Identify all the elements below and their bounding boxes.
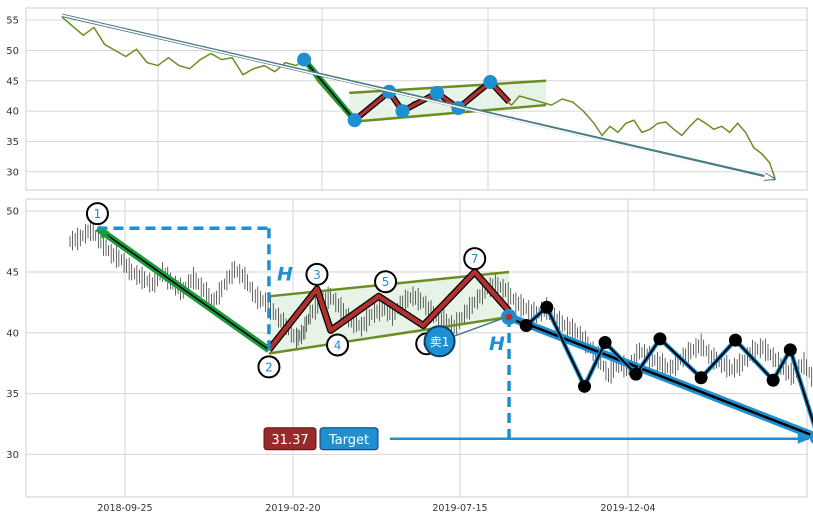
detail-x-axis: 2018-09-25 2019-02-20 2019-07-15 2019-12-04 <box>97 503 655 514</box>
overview-y-tick-label: 35 <box>6 137 19 148</box>
detail-projected-point <box>629 367 643 381</box>
overview-impulse-core <box>303 59 356 121</box>
detail-impulse-arrow <box>96 227 111 240</box>
detail-wave-circle <box>305 262 329 286</box>
detail-target-marker <box>809 430 813 444</box>
detail-y-tick-label: 35 <box>6 389 19 400</box>
detail-projected-point <box>519 318 533 332</box>
detail-projected-point <box>540 300 554 314</box>
detail-target-box <box>319 427 379 451</box>
overview-pivot-marker <box>430 85 445 100</box>
detail-y-tick-label: 30 <box>6 450 19 461</box>
detail-sell-label: 卖1 <box>430 335 450 349</box>
detail-projection-height-label: H <box>489 333 505 355</box>
overview-pivot-marker <box>347 113 362 128</box>
detail-target-value-box <box>263 427 317 451</box>
detail-y-tick-label: 50 <box>6 207 19 218</box>
detail-y-tick-label: 45 <box>6 267 19 278</box>
detail-projected-point <box>766 373 780 387</box>
overview-trend-arrow-inner <box>61 14 766 179</box>
overview-panel: 30 35 40 45 50 55 <box>6 7 808 191</box>
overview-grid <box>26 8 807 190</box>
detail-target-label: Target <box>328 433 369 448</box>
detail-wave-label: 7 <box>471 252 479 266</box>
detail-x-tick-label: 2019-12-04 <box>600 503 655 514</box>
overview-y-tick-label: 30 <box>6 167 19 178</box>
detail-wave-label: 4 <box>334 338 342 352</box>
detail-wave-label: 5 <box>382 275 390 289</box>
detail-projected-point <box>694 371 708 385</box>
detail-wave-circle <box>374 270 398 294</box>
overview-y-tick-label: 40 <box>6 107 19 118</box>
detail-wave-label: 3 <box>313 268 321 282</box>
detail-sell-connector <box>453 318 502 338</box>
detail-wave-circle <box>326 333 350 357</box>
detail-channel-line <box>268 315 510 355</box>
detail-projected-point <box>728 333 742 347</box>
detail-y-tick-label: 40 <box>6 328 19 339</box>
detail-wave-circle <box>257 355 281 379</box>
detail-target-value-label: 31.37 <box>271 433 308 448</box>
overview-pivot-marker <box>483 75 498 90</box>
detail-projected-point <box>653 332 667 346</box>
detail-x-tick-label: 2018-09-25 <box>97 503 152 514</box>
detail-zigzag-line <box>267 269 511 352</box>
detail-wave-label: 1 <box>94 207 102 221</box>
overview-series <box>61 13 775 179</box>
detail-wave-label: 2 <box>265 360 273 374</box>
overview-y-tick-label: 55 <box>6 16 19 27</box>
detail-x-tick-label: 2019-07-15 <box>432 503 487 514</box>
detail-height-label: H <box>277 263 293 285</box>
detail-sell-marker <box>423 325 456 358</box>
detail-wave-circle <box>463 247 487 271</box>
overview-y-tick-label: 50 <box>6 46 19 57</box>
overview-y-axis: 30 35 40 45 50 55 <box>6 16 19 179</box>
overview-channel-line <box>349 103 547 124</box>
detail-y-axis: 30 35 40 45 50 <box>6 207 19 461</box>
detail-projected-point <box>598 336 612 350</box>
detail-breakout-marker-core <box>505 313 513 321</box>
overview-pivot-marker <box>297 52 312 67</box>
overview-channel-line <box>349 79 547 95</box>
detail-impulse-core <box>97 227 270 351</box>
detail-x-tick-label: 2019-02-20 <box>265 503 320 514</box>
overview-y-tick-label: 45 <box>6 76 19 87</box>
detail-projected-point <box>578 379 591 393</box>
detail-wave-circle <box>85 202 109 226</box>
overview-pivot-marker <box>395 104 410 119</box>
detail-projected-point <box>783 343 797 357</box>
